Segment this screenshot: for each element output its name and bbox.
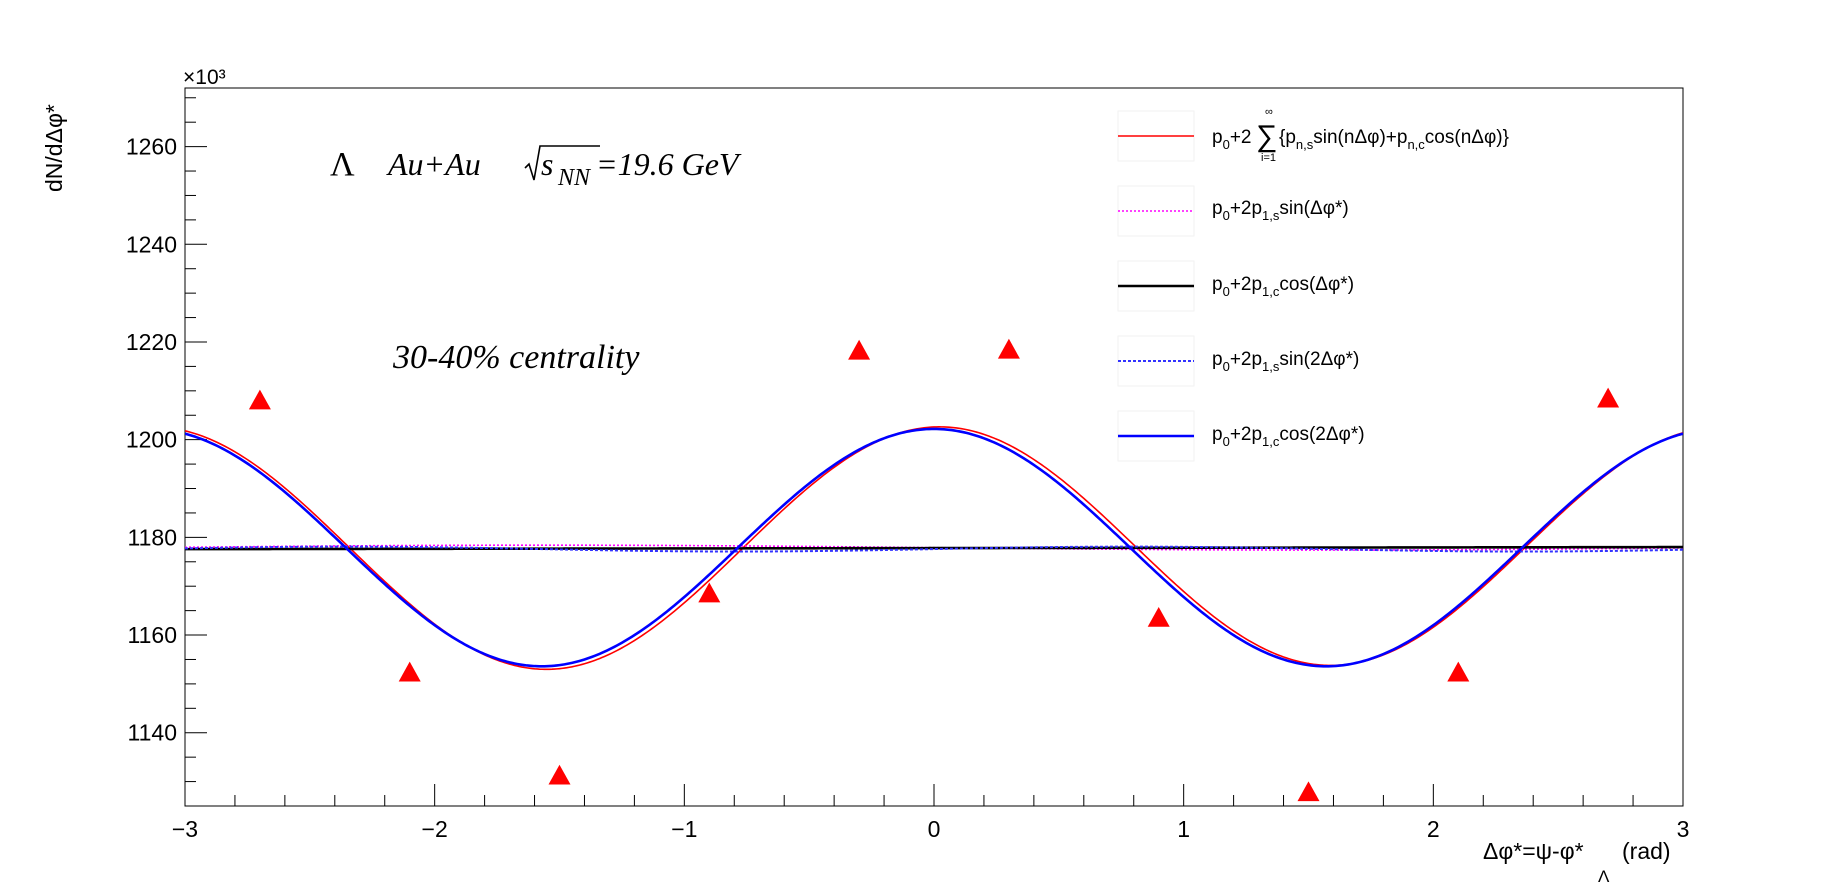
y-tick-label: 1160	[128, 622, 177, 648]
y-multiplier: ×10³	[183, 66, 226, 89]
x-axis: −3 −2 −1 0 1 2 3	[172, 784, 1690, 842]
system-annotation: Λ Au+Au s NN =19.6 GeV	[330, 145, 742, 191]
data-point-marker	[997, 338, 1020, 359]
svg-text:Δφ*=ψ-φ*: Δφ*=ψ-φ*	[1483, 838, 1584, 864]
svg-text:s: s	[541, 146, 553, 182]
svg-text:Λ: Λ	[330, 146, 355, 183]
svg-text:(rad): (rad)	[1622, 838, 1671, 864]
svg-text:=19.6 GeV: =19.6 GeV	[596, 146, 742, 182]
x-tick-label: −2	[422, 816, 448, 842]
svg-text:p0+2p1,ccos(2Δφ*): p0+2p1,ccos(2Δφ*)	[1212, 424, 1365, 449]
y-tick-label: 1180	[128, 524, 177, 550]
svg-text:Λ: Λ	[1598, 867, 1610, 886]
svg-text:Au+Au: Au+Au	[386, 146, 481, 182]
y-tick-label: 1260	[126, 134, 177, 160]
x-tick-label: −1	[671, 816, 697, 842]
legend: p0+2 ∑ ∞ i=1 {pn,ssin(nΔφ)+pn,ccos(nΔφ)}…	[1117, 106, 1509, 462]
legend-entry-cos2: p0+2p1,ccos(2Δφ*)	[1117, 410, 1365, 462]
data-point-marker	[1597, 387, 1620, 408]
data-point-marker	[1297, 781, 1320, 802]
series-group	[185, 426, 1683, 671]
y-axis: 1140 1160 1180 1200 1220 1240 1260	[126, 97, 207, 807]
legend-entry-sin2: p0+2p1,ssin(2Δφ*)	[1117, 335, 1359, 387]
svg-text:NN: NN	[557, 165, 592, 191]
x-tick-label: 0	[928, 816, 941, 842]
series-line-cos1	[185, 545, 1683, 551]
legend-entry-sin1: p0+2p1,ssin(Δφ*)	[1117, 185, 1349, 237]
centrality-annotation: 30-40% centrality	[392, 339, 640, 376]
y-tick-label: 1200	[126, 427, 177, 453]
data-point-marker	[848, 339, 871, 360]
data-point-marker	[698, 582, 721, 603]
x-tick-label: 2	[1427, 816, 1440, 842]
svg-text:i=1: i=1	[1261, 152, 1276, 164]
data-point-marker	[1147, 606, 1170, 627]
legend-entry-cos1: p0+2p1,ccos(Δφ*)	[1117, 260, 1354, 312]
legend-entry-full: p0+2 ∑ ∞ i=1 {pn,ssin(nΔφ)+pn,ccos(nΔφ)}	[1117, 106, 1509, 164]
plot-frame	[184, 87, 1684, 807]
y-axis-label: dN/dΔφ*	[41, 104, 67, 192]
svg-text:∞: ∞	[1265, 106, 1273, 118]
data-point-marker	[248, 389, 271, 410]
sum-symbol: ∑	[1256, 120, 1277, 153]
svg-text:{pn,ssin(nΔφ)+pn,ccos(nΔφ)}: {pn,ssin(nΔφ)+pn,ccos(nΔφ)}	[1279, 127, 1509, 152]
x-tick-label: 1	[1177, 816, 1190, 842]
x-tick-label: 3	[1677, 816, 1690, 842]
data-point-marker	[1447, 661, 1470, 682]
y-tick-label: 1140	[128, 720, 177, 746]
data-point-marker	[548, 764, 571, 785]
y-tick-label: 1220	[126, 329, 177, 355]
sqrt-sign	[524, 145, 600, 181]
data-point-marker	[398, 661, 421, 682]
series-line-cos2	[185, 427, 1683, 668]
y-tick-label: 1240	[126, 231, 177, 257]
svg-text:p0+2: p0+2	[1212, 127, 1251, 152]
x-tick-label: −3	[172, 816, 198, 842]
svg-text:p0+2p1,ccos(Δφ*): p0+2p1,ccos(Δφ*)	[1212, 274, 1354, 299]
svg-text:p0+2p1,ssin(2Δφ*): p0+2p1,ssin(2Δφ*)	[1212, 349, 1359, 374]
data-points	[248, 338, 1620, 802]
svg-text:p0+2p1,ssin(Δφ*): p0+2p1,ssin(Δφ*)	[1212, 198, 1349, 223]
x-axis-label: Δφ*=ψ-φ* Λ (rad)	[1483, 838, 1671, 886]
